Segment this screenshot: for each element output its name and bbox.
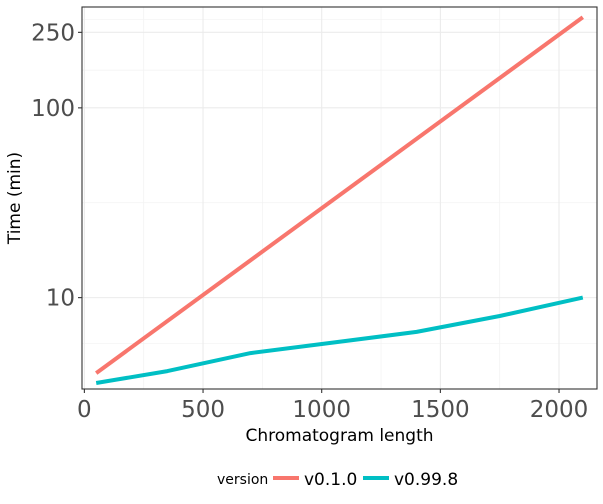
y-axis-title: Time (min): [5, 152, 25, 245]
x-tick-label: 1500: [411, 397, 470, 423]
plot-border: [81, 6, 598, 390]
legend-title: version: [217, 472, 268, 488]
x-axis-title: Chromatogram length: [245, 426, 433, 446]
legend-label-v0-99-8: v0.99.8: [394, 470, 458, 490]
y-tick-label: 250: [31, 20, 75, 46]
major-gridlines: [82, 7, 597, 389]
legend: version v0.1.0 v0.99.8: [217, 470, 458, 490]
y-tick-label: 100: [31, 96, 75, 122]
x-tick-label: 500: [181, 397, 225, 423]
legend-label-v0-1-0: v0.1.0: [304, 470, 357, 490]
x-tick-label: 0: [77, 397, 92, 423]
series-lines: [95, 15, 584, 385]
x-tick-label: 2000: [530, 397, 589, 423]
y-tick-label: 10: [46, 286, 75, 312]
y-axis: 10 100 250: [31, 20, 82, 312]
x-axis: 0 500 1000 1500 2000: [77, 389, 588, 423]
x-tick-label: 1000: [292, 397, 351, 423]
series-line-v0-99-8: [95, 295, 584, 385]
series-line-v0-1-0: [95, 15, 584, 375]
